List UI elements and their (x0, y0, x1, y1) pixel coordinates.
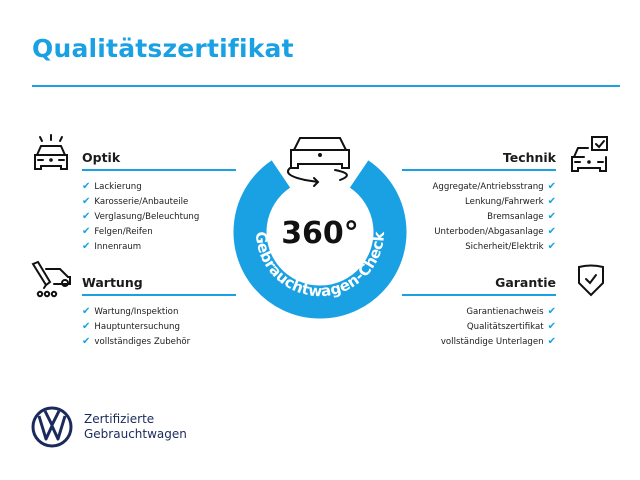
checklist: ✔ Lackierung ✔ Karosserie/Anbauteile ✔ Vergla… (82, 179, 236, 254)
checklist-item: Unterboden/Abgasanlage ✔ (402, 224, 556, 239)
check-icon: ✔ (547, 306, 556, 317)
checklist: Garantienachweis ✔ Qualitätszertifikat ✔ vol… (402, 304, 556, 349)
check-icon: ✔ (547, 181, 556, 192)
checklist-item-label: Bremsanlage (487, 212, 544, 222)
check-icon: ✔ (547, 241, 556, 252)
check-icon: ✔ (547, 226, 556, 237)
section-heading: Wartung (82, 275, 143, 290)
brand-text: Zertifizierte Gebrauchtwagen (84, 412, 187, 442)
check-icon: ✔ (82, 181, 91, 192)
checklist-item-label: Sicherheit/Elektrik (465, 242, 544, 252)
checklist-item-label: Qualitätszertifikat (466, 322, 544, 332)
car-rotate-icon (286, 137, 350, 187)
check-icon: ✔ (82, 336, 91, 347)
checklist-item: ✔ Felgen/Reifen (82, 224, 236, 239)
checklist-item-label: vollständige Unterlagen (440, 337, 544, 347)
checklist-item: vollständige Unterlagen ✔ (402, 334, 556, 349)
brand-line-2: Gebrauchtwagen (84, 427, 187, 441)
section-divider (402, 169, 556, 171)
checklist-item-label: Innenraum (94, 242, 142, 252)
section-divider (402, 294, 556, 296)
checklist-item-label: Hauptuntersuchung (94, 322, 180, 332)
section-heading: Optik (82, 150, 121, 165)
checklist-item: ✔ Wartung/Inspektion (82, 304, 236, 319)
checklist-item-label: Karosserie/Anbauteile (94, 197, 189, 207)
check-badge: Gebrauchtwagen-Check 360° (233, 137, 407, 319)
section-divider (82, 169, 236, 171)
checklist-item-label: Aggregate/Antriebsstrang (432, 182, 544, 192)
check-icon: ✔ (82, 241, 91, 252)
brand-line-1: Zertifizierte (84, 412, 155, 426)
checklist-item: ✔ Verglasung/Beleuchtung (82, 209, 236, 224)
checklist-item: Qualitätszertifikat ✔ (402, 319, 556, 334)
checklist-item: ✔ Lackierung (82, 179, 236, 194)
checklist: Aggregate/Antriebsstrang ✔ Lenkung/Fahrwer… (402, 179, 556, 254)
check-icon: ✔ (82, 306, 91, 317)
checklist-item-label: Lenkung/Fahrwerk (465, 197, 544, 207)
check-icon: ✔ (547, 321, 556, 332)
service-tool-icon (31, 260, 71, 298)
checklist-item: ✔ Innenraum (82, 239, 236, 254)
title-divider (32, 85, 620, 87)
checklist-item: ✔ Karosserie/Anbauteile (82, 194, 236, 209)
badge-ring (233, 160, 407, 319)
checklist-item: Sicherheit/Elektrik ✔ (402, 239, 556, 254)
checklist-item-label: vollständiges Zubehör (94, 337, 191, 347)
section-wartung: Wartung ✔ Wartung/Inspektion ✔ Hauptuntersu… (82, 275, 236, 349)
section-heading: Technik (502, 150, 556, 165)
check-icon: ✔ (82, 226, 91, 237)
checklist-item-label: Wartung/Inspektion (94, 307, 179, 317)
section-garantie: Garantie Garantienachweis ✔ Qualitätszerti… (402, 275, 556, 349)
section-divider (82, 294, 236, 296)
checklist-item-label: Garantienachweis (466, 307, 544, 317)
section-optik: Optik ✔ Lackierung ✔ Karosserie/Anbauteile ✔… (82, 150, 236, 254)
checklist-item: Lenkung/Fahrwerk ✔ (402, 194, 556, 209)
checklist-item: ✔ Hauptuntersuchung (82, 319, 236, 334)
checklist-item-label: Verglasung/Beleuchtung (94, 212, 200, 222)
checklist-item: Garantienachweis ✔ (402, 304, 556, 319)
check-icon: ✔ (82, 321, 91, 332)
badge-center-text: 360° (281, 216, 359, 251)
checklist-item: Aggregate/Antriebsstrang ✔ (402, 179, 556, 194)
car-lights-icon (34, 134, 68, 170)
checklist: ✔ Wartung/Inspektion ✔ Hauptuntersuchung ✔ vo… (82, 304, 236, 349)
check-icon: ✔ (82, 196, 91, 207)
check-icon: ✔ (547, 196, 556, 207)
car-checkbox-icon (571, 136, 608, 172)
check-icon: ✔ (547, 336, 556, 347)
section-heading: Garantie (495, 275, 556, 290)
check-icon: ✔ (82, 211, 91, 222)
checklist-item-label: Lackierung (94, 182, 142, 192)
checklist-item: Bremsanlage ✔ (402, 209, 556, 224)
checklist-item: ✔ vollständiges Zubehör (82, 334, 236, 349)
check-icon: ✔ (547, 211, 556, 222)
checklist-item-label: Unterboden/Abgasanlage (434, 227, 544, 237)
checklist-item-label: Felgen/Reifen (94, 227, 153, 237)
shield-check-icon (578, 264, 604, 297)
vw-logo (31, 406, 73, 448)
page-title: Qualitätszertifikat (32, 34, 294, 63)
section-technik: Technik Aggregate/Antriebsstrang ✔ Lenkung… (402, 150, 556, 254)
